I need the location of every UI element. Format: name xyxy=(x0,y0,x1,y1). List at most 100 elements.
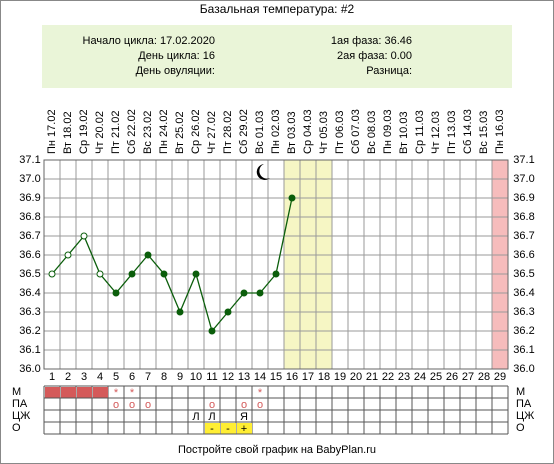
day-number: 21 xyxy=(366,371,378,383)
temperature-point xyxy=(176,308,184,316)
day-number: 26 xyxy=(446,371,458,383)
y-tick-label: 36.1 xyxy=(513,344,534,356)
x-tick-label: Вт 18.02 xyxy=(62,111,74,154)
day-number: 14 xyxy=(254,371,266,383)
row-cell-text: + xyxy=(241,423,247,435)
temperature-point xyxy=(160,270,168,278)
y-tick-label: 37.1 xyxy=(513,154,534,166)
x-tick-label: Вт 10.03 xyxy=(398,111,410,154)
filled-cell xyxy=(237,423,252,434)
row-cell-text: о xyxy=(129,399,135,411)
info-box xyxy=(42,25,512,88)
filled-cell xyxy=(205,423,220,434)
row-label: М xyxy=(516,386,525,398)
temperature-point xyxy=(80,232,88,240)
y-tick-label: 36.2 xyxy=(513,325,534,337)
day-number: 17 xyxy=(302,371,314,383)
y-tick-label: 36.6 xyxy=(513,249,534,261)
x-tick-label: Ср 19.02 xyxy=(78,109,90,154)
day-number: 3 xyxy=(81,371,87,383)
day-number: 25 xyxy=(430,371,442,383)
y-tick-label: 36.7 xyxy=(19,230,40,242)
y-tick-label: 37.1 xyxy=(19,154,40,166)
temperature-point xyxy=(128,270,136,278)
y-tick-label: 36.5 xyxy=(19,268,40,280)
row-cell-text: - xyxy=(226,423,230,435)
day-number: 12 xyxy=(222,371,234,383)
footer: Постройте свой график на BabyPlan.ru xyxy=(178,444,376,456)
day-number: 27 xyxy=(462,371,474,383)
plot-border xyxy=(43,159,509,370)
y-tick-label: 36.1 xyxy=(19,344,40,356)
temperature-line xyxy=(51,197,293,333)
row-cell-text: * xyxy=(130,387,135,399)
day-number: 1 xyxy=(49,371,55,383)
day-number: 2 xyxy=(65,371,71,383)
y-tick-label: 36.2 xyxy=(19,325,40,337)
x-tick-label: Вс 15.03 xyxy=(478,111,490,154)
row-cell-text: Я xyxy=(240,411,248,423)
plot-area xyxy=(44,160,508,369)
info-text: День цикла: 16 xyxy=(138,50,215,62)
temperature-point xyxy=(240,289,248,297)
y-tick-label: 37.0 xyxy=(513,173,534,185)
info-text: 2ая фаза: 0.00 xyxy=(337,50,412,62)
filled-cell xyxy=(221,423,236,434)
info-text: 1ая фаза: 36.46 xyxy=(331,35,412,47)
day-number: 29 xyxy=(494,371,506,383)
day-number: 4 xyxy=(97,371,103,383)
row-cell-text: * xyxy=(114,387,119,399)
y-tick-label: 36.4 xyxy=(19,287,40,299)
day-number: 7 xyxy=(145,371,151,383)
row-label: ПА xyxy=(12,398,28,410)
x-tick-label: Ср 04.03 xyxy=(302,109,314,154)
x-tick-label: Пн 24.02 xyxy=(158,109,170,154)
temperature-point xyxy=(272,270,280,278)
row-label: ЦЖ xyxy=(12,410,30,422)
row-label: М xyxy=(12,386,21,398)
x-tick-label: Пн 16.03 xyxy=(494,109,506,154)
y-tick-label: 36.9 xyxy=(513,192,534,204)
day-number: 5 xyxy=(113,371,119,383)
day-number: 22 xyxy=(382,371,394,383)
x-tick-label: Пн 17.02 xyxy=(46,109,58,154)
row-cell-text: о xyxy=(241,399,247,411)
x-tick-label: Ср 11.03 xyxy=(414,110,426,154)
y-tick-label: 36.8 xyxy=(19,211,40,223)
y-tick-label: 36.0 xyxy=(19,363,40,375)
info-text: День овуляции: xyxy=(136,65,215,77)
temperature-point xyxy=(96,270,104,278)
row-cell-text: о xyxy=(209,399,215,411)
y-tick-label: 37.0 xyxy=(19,173,40,185)
row-cell-text: Л xyxy=(192,411,199,423)
day-number: 16 xyxy=(286,371,298,383)
y-tick-label: 36.9 xyxy=(19,192,40,204)
day-number: 24 xyxy=(414,371,426,383)
day-number: 13 xyxy=(238,371,250,383)
y-tick-label: 36.8 xyxy=(513,211,534,223)
x-tick-label: Сб 22.02 xyxy=(126,109,138,154)
temperature-point xyxy=(144,251,152,259)
day-number: 9 xyxy=(177,371,183,383)
y-tick-label: 36.6 xyxy=(19,249,40,261)
temperature-point xyxy=(208,327,216,335)
row-cell-text: * xyxy=(258,387,263,399)
row-cell-text: о xyxy=(113,399,119,411)
x-tick-label: Вт 03.03 xyxy=(286,111,298,154)
y-tick-label: 36.7 xyxy=(513,230,534,242)
x-tick-label: Вс 23.02 xyxy=(142,111,154,154)
row-cell-text: о xyxy=(257,399,263,411)
temperature-point xyxy=(288,194,296,202)
x-tick-label: Пт 13.03 xyxy=(446,110,458,154)
x-tick-label: Чт 27.02 xyxy=(206,111,218,154)
y-tick-label: 36.0 xyxy=(513,363,534,375)
day-number: 28 xyxy=(478,371,490,383)
x-tick-label: Пт 06.03 xyxy=(334,110,346,154)
temperature-point xyxy=(48,270,56,278)
x-tick-label: Чт 12.03 xyxy=(430,111,442,154)
row-label: О xyxy=(12,422,21,434)
x-tick-label: Пн 02.03 xyxy=(270,109,282,154)
x-tick-label: Чт 20.02 xyxy=(94,111,106,154)
filled-cell xyxy=(93,387,108,398)
row-cell-text: о xyxy=(145,399,151,411)
